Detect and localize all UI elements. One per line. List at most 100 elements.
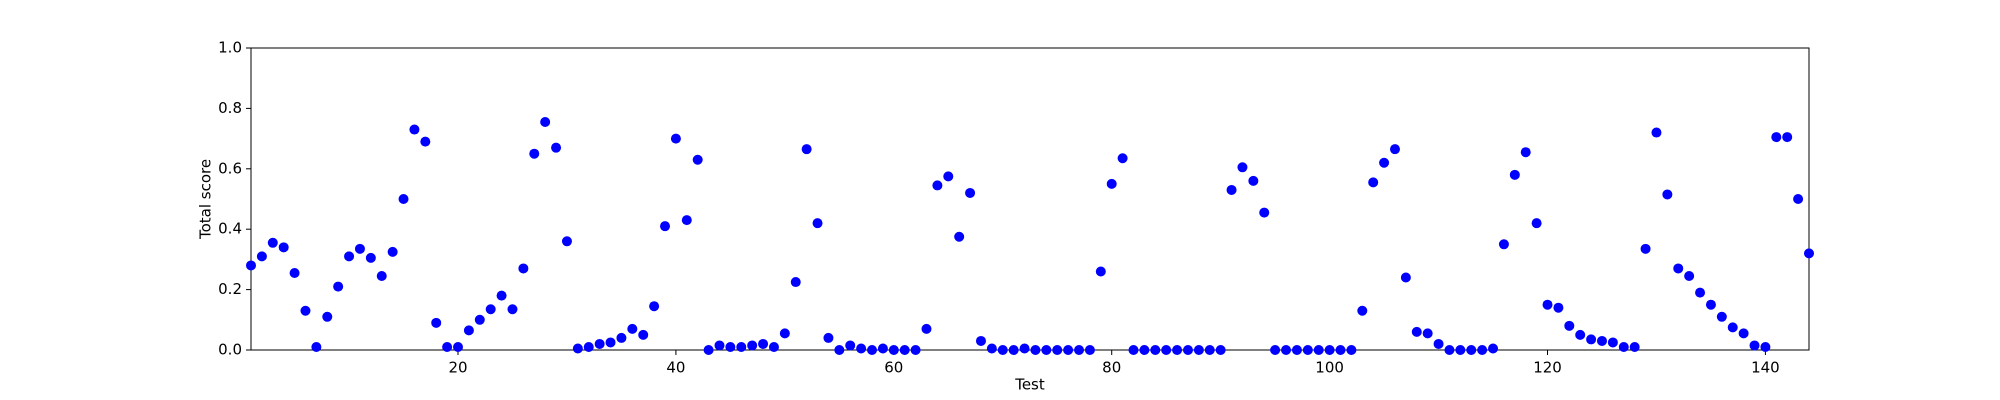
point [409, 124, 420, 135]
point [1379, 157, 1390, 168]
x-tick-label: 20 [448, 359, 467, 377]
point [1466, 345, 1477, 355]
point [1389, 144, 1400, 155]
point [311, 341, 322, 352]
point [453, 341, 464, 352]
point [1084, 345, 1095, 355]
point [670, 133, 681, 144]
point [1237, 162, 1248, 173]
point [583, 341, 594, 352]
point [1052, 345, 1063, 355]
point [1488, 343, 1499, 354]
point [289, 267, 300, 278]
point [714, 340, 725, 351]
point [267, 237, 278, 248]
point [496, 290, 507, 301]
point [1771, 132, 1782, 143]
point [1411, 326, 1422, 337]
point [812, 218, 823, 229]
point [529, 148, 540, 159]
point [1259, 207, 1270, 218]
point [1248, 175, 1259, 186]
point [627, 323, 638, 334]
point [1662, 189, 1673, 200]
point [1041, 345, 1052, 355]
point [507, 304, 518, 315]
point [1030, 345, 1041, 355]
point [561, 236, 572, 247]
point [943, 171, 954, 182]
point [921, 323, 932, 334]
point [1106, 178, 1117, 189]
y-tick-label: 0.8 [218, 99, 242, 117]
point [1302, 345, 1313, 355]
point [616, 332, 627, 343]
point [1651, 127, 1662, 138]
point [605, 337, 616, 348]
point [768, 341, 779, 352]
y-tick-label: 0.6 [218, 159, 242, 177]
y-tick-label: 1.0 [218, 39, 242, 57]
point [398, 194, 409, 204]
point [1193, 345, 1204, 355]
point [442, 341, 453, 352]
point [246, 260, 256, 271]
x-tick-label: 100 [1315, 359, 1344, 377]
point [1313, 345, 1324, 355]
point [1804, 248, 1814, 259]
point [899, 345, 910, 355]
point [1782, 132, 1793, 143]
point [1215, 345, 1226, 355]
point [975, 335, 986, 346]
point [1357, 305, 1368, 316]
point [1063, 345, 1074, 355]
point [1793, 194, 1804, 204]
point [1335, 345, 1346, 355]
point [1542, 299, 1553, 310]
point [1444, 345, 1455, 355]
point [910, 345, 921, 355]
point [278, 242, 289, 253]
point [1629, 341, 1640, 352]
point [1673, 263, 1684, 274]
point [1520, 147, 1531, 158]
point [1128, 345, 1139, 355]
x-tick-label: 60 [884, 359, 903, 377]
point [354, 243, 365, 254]
y-tick-label: 0.0 [218, 341, 242, 359]
point [518, 263, 529, 274]
point [256, 251, 267, 262]
point [1324, 345, 1335, 355]
point [1498, 239, 1509, 250]
point [551, 142, 562, 153]
point [725, 341, 736, 352]
point [1749, 340, 1760, 351]
point [1117, 153, 1128, 164]
point [997, 345, 1008, 355]
x-tick-label: 140 [1751, 359, 1780, 377]
point [463, 325, 474, 336]
point [986, 343, 997, 354]
point [1150, 345, 1161, 355]
point [845, 340, 856, 351]
point [736, 341, 747, 352]
point [1586, 334, 1597, 345]
point [485, 304, 496, 315]
point [300, 305, 311, 316]
point [1760, 341, 1771, 352]
point [594, 338, 605, 349]
point [1727, 322, 1738, 333]
point [1074, 345, 1085, 355]
point [888, 345, 899, 355]
point [1161, 345, 1172, 355]
x-tick-label: 80 [1102, 359, 1121, 377]
point [1346, 345, 1357, 355]
point [1564, 320, 1575, 331]
point [420, 136, 431, 147]
point [1640, 243, 1651, 254]
point [344, 251, 355, 262]
point [867, 345, 878, 355]
point [834, 345, 845, 355]
point [1596, 335, 1607, 346]
point [474, 314, 485, 325]
